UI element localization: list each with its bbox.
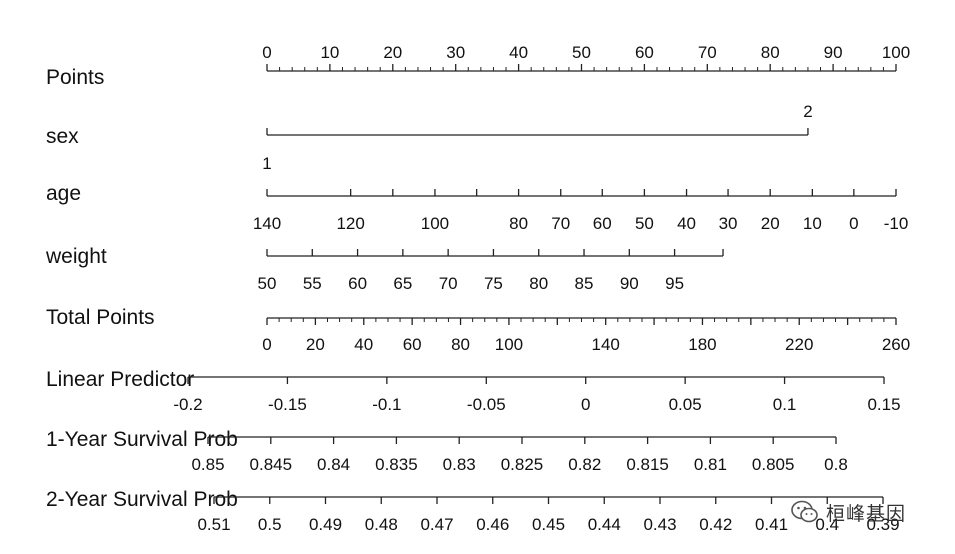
age-tick-label: -10	[884, 214, 909, 233]
total-points-tick-label: 260	[882, 335, 910, 354]
linear-predictor-tick-label: -0.2	[173, 395, 202, 414]
row-label-2-year-survival: 2-Year Survival Prob	[46, 488, 238, 511]
points-tick-label: 40	[509, 43, 528, 62]
weight-tick-label: 60	[348, 274, 367, 293]
age-tick-label: 40	[677, 214, 696, 233]
age-tick-label: 140	[253, 214, 281, 233]
row-label-weight: weight	[45, 245, 107, 268]
weight-tick-label: 50	[258, 274, 277, 293]
survival-1yr-tick-label: 0.845	[250, 455, 293, 474]
points-tick-label: 80	[761, 43, 780, 62]
weight-tick-label: 90	[620, 274, 639, 293]
linear-predictor-tick-label: 0.05	[669, 395, 702, 414]
age-tick-label: 60	[593, 214, 612, 233]
total-points-tick-label: 140	[592, 335, 620, 354]
survival-1yr-tick-label: 0.85	[191, 455, 224, 474]
total-points-tick-label: 180	[688, 335, 716, 354]
total-points-tick-label: 20	[306, 335, 325, 354]
weight-tick-label: 55	[303, 274, 322, 293]
linear-predictor-tick-label: -0.05	[467, 395, 506, 414]
survival-1yr-tick-label: 0.82	[568, 455, 601, 474]
linear-predictor-tick-label: 0.1	[773, 395, 797, 414]
survival-2yr-tick-label: 0.4	[815, 515, 839, 534]
survival-1yr-tick-label: 0.805	[752, 455, 795, 474]
total-points-tick-label: 60	[403, 335, 422, 354]
survival-2yr-tick-label: 0.46	[476, 515, 509, 534]
survival-1yr-tick-label: 0.835	[375, 455, 418, 474]
age-tick-label: 0	[849, 214, 858, 233]
survival-2yr-tick-label: 0.51	[197, 515, 230, 534]
points-tick-label: 20	[383, 43, 402, 62]
survival-2yr-tick-label: 0.45	[532, 515, 565, 534]
weight-tick-label: 65	[393, 274, 412, 293]
row-labels: Points sex age weight Total Points Linea…	[45, 66, 238, 511]
points-tick-label: 60	[635, 43, 654, 62]
linear-predictor-tick-label: 0	[581, 395, 590, 414]
sex-level-label: 2	[803, 102, 812, 121]
survival-2yr-tick-label: 0.42	[699, 515, 732, 534]
survival-1yr-tick-label: 0.825	[501, 455, 544, 474]
points-tick-label: 90	[824, 43, 843, 62]
age-tick-label: 100	[421, 214, 449, 233]
points-tick-label: 0	[262, 43, 271, 62]
survival-2yr-tick-label: 0.47	[420, 515, 453, 534]
survival-1yr-tick-label: 0.8	[824, 455, 848, 474]
survival-1yr-tick-label: 0.815	[626, 455, 669, 474]
row-label-1-year-survival: 1-Year Survival Prob	[46, 428, 238, 451]
age-tick-label: 80	[509, 214, 528, 233]
weight-tick-label: 75	[484, 274, 503, 293]
points-tick-label: 70	[698, 43, 717, 62]
total-points-tick-label: 220	[785, 335, 813, 354]
survival-2yr-tick-label: 0.5	[258, 515, 282, 534]
row-label-linear-predictor: Linear Predictor	[46, 368, 194, 391]
row-label-total-points: Total Points	[46, 306, 155, 329]
total-points-tick-label: 0	[262, 335, 271, 354]
survival-2yr-tick-label: 0.48	[365, 515, 398, 534]
row-label-sex: sex	[46, 125, 79, 148]
survival-1yr-tick-label: 0.81	[694, 455, 727, 474]
age-tick-label: 120	[336, 214, 364, 233]
survival-2yr-tick-label: 0.39	[866, 515, 899, 534]
survival-2yr-tick-label: 0.49	[309, 515, 342, 534]
total-points-tick-label: 80	[451, 335, 470, 354]
linear-predictor-tick-label: 0.15	[867, 395, 900, 414]
survival-1yr-tick-label: 0.83	[443, 455, 476, 474]
watermark-text: 桓峰基因	[826, 502, 907, 525]
points-tick-label: 50	[572, 43, 591, 62]
linear-predictor-tick-label: -0.15	[268, 395, 307, 414]
linear-predictor-tick-label: -0.1	[372, 395, 401, 414]
survival-2yr-tick-label: 0.41	[755, 515, 788, 534]
age-tick-label: 30	[719, 214, 738, 233]
row-label-points: Points	[46, 66, 104, 89]
weight-tick-label: 70	[439, 274, 458, 293]
age-tick-label: 70	[551, 214, 570, 233]
points-tick-label: 10	[320, 43, 339, 62]
watermark: 桓峰基因	[790, 497, 906, 527]
age-tick-label: 10	[803, 214, 822, 233]
points-tick-label: 100	[882, 43, 910, 62]
row-label-age: age	[46, 182, 81, 205]
weight-tick-label: 85	[575, 274, 594, 293]
total-points-tick-label: 100	[495, 335, 523, 354]
age-tick-label: 50	[635, 214, 654, 233]
survival-2yr-tick-label: 0.44	[588, 515, 621, 534]
weight-tick-label: 95	[665, 274, 684, 293]
sex-level-label: 1	[262, 154, 271, 173]
weight-tick-label: 80	[529, 274, 548, 293]
wechat-icon	[791, 500, 818, 523]
points-tick-label: 30	[446, 43, 465, 62]
total-points-tick-label: 40	[354, 335, 373, 354]
survival-1yr-tick-label: 0.84	[317, 455, 350, 474]
age-tick-label: 20	[761, 214, 780, 233]
survival-2yr-tick-label: 0.43	[643, 515, 676, 534]
